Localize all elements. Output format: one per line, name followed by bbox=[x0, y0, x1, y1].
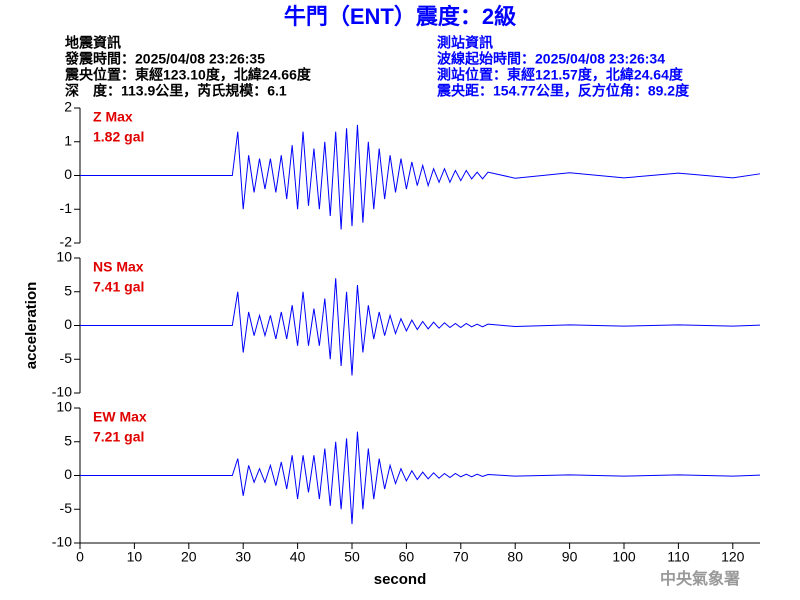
y-axis-label: acceleration bbox=[23, 282, 40, 370]
y-tick-label: 5 bbox=[64, 282, 72, 298]
y-tick-label: 0 bbox=[64, 466, 72, 482]
annotation: Z Max bbox=[93, 109, 133, 125]
annotation: 1.82 gal bbox=[93, 129, 144, 145]
info-line: 震央位置：東經123.10度，北緯24.66度 bbox=[64, 67, 312, 83]
annotation: NS Max bbox=[93, 259, 144, 275]
y-tick-label: 5 bbox=[64, 432, 72, 448]
y-tick-label: -5 bbox=[60, 500, 73, 516]
waveform bbox=[80, 124, 761, 230]
x-tick-label: 120 bbox=[721, 549, 745, 565]
info-line: 發震時間：2025/04/08 23:26:35 bbox=[64, 51, 265, 67]
info-line: 深 度：113.9公里，芮氏規模：6.1 bbox=[65, 83, 287, 99]
x-tick-label: 60 bbox=[399, 549, 415, 565]
annotation: 7.21 gal bbox=[93, 429, 144, 445]
x-axis-label: second bbox=[374, 571, 427, 588]
annotation: EW Max bbox=[93, 409, 147, 425]
y-tick-label: -5 bbox=[60, 350, 73, 366]
y-tick-label: -10 bbox=[52, 384, 72, 400]
y-tick-label: 10 bbox=[56, 399, 72, 415]
x-tick-label: 20 bbox=[181, 549, 197, 565]
info-line: 測站位置：東經121.57度，北緯24.64度 bbox=[437, 67, 684, 83]
y-tick-label: 10 bbox=[56, 249, 72, 265]
annotation: 7.41 gal bbox=[93, 279, 144, 295]
y-tick-label: 0 bbox=[64, 316, 72, 332]
chart-title: 牛門（ENT）震度：2級 bbox=[284, 4, 516, 29]
waveform bbox=[80, 278, 761, 376]
x-tick-label: 40 bbox=[290, 549, 306, 565]
x-tick-label: 50 bbox=[344, 549, 360, 565]
x-tick-label: 100 bbox=[612, 549, 636, 565]
x-tick-label: 90 bbox=[562, 549, 578, 565]
y-tick-label: 2 bbox=[64, 99, 72, 115]
x-tick-label: 70 bbox=[453, 549, 469, 565]
info-line: 測站資訊 bbox=[437, 35, 493, 51]
x-tick-label: 10 bbox=[127, 549, 143, 565]
x-tick-label: 80 bbox=[507, 549, 523, 565]
y-tick-label: 0 bbox=[64, 166, 72, 182]
x-tick-label: 30 bbox=[235, 549, 251, 565]
info-line: 地震資訊 bbox=[65, 35, 121, 51]
y-tick-label: -10 bbox=[52, 534, 72, 550]
x-tick-label: 0 bbox=[76, 549, 84, 565]
info-line: 震央距：154.77公里，反方位角：89.2度 bbox=[436, 83, 690, 99]
footer: 中央氣象署 bbox=[660, 569, 740, 588]
y-tick-label: 1 bbox=[64, 132, 72, 148]
y-tick-label: -1 bbox=[60, 200, 73, 216]
y-tick-label: -2 bbox=[60, 234, 73, 250]
info-line: 波線起始時間：2025/04/08 23:26:34 bbox=[437, 51, 665, 67]
waveform bbox=[80, 431, 761, 525]
x-tick-label: 110 bbox=[667, 549, 690, 565]
